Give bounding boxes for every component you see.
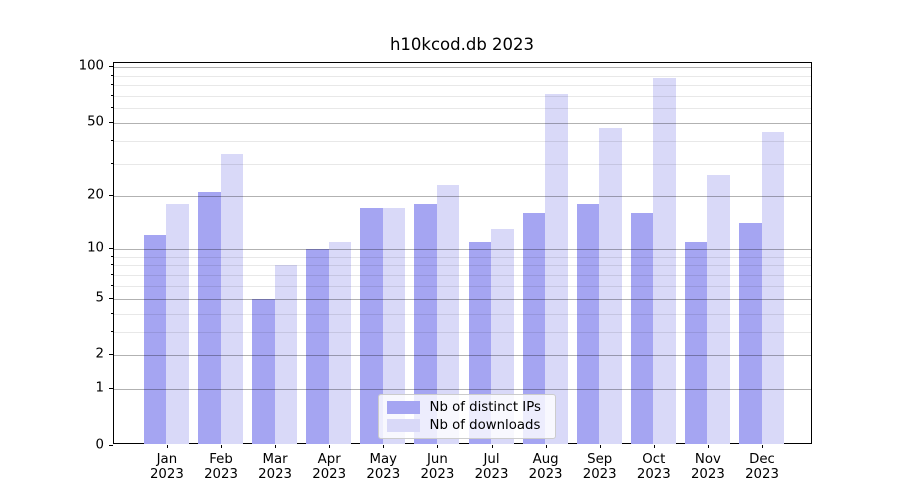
x-tick-mark <box>166 444 168 448</box>
bar-distinct-ips <box>198 192 221 445</box>
y-tick-label: 20 <box>87 187 104 203</box>
x-tick-label: Dec 2023 <box>745 451 779 483</box>
x-tick-label: Feb 2023 <box>204 451 238 483</box>
bar-distinct-ips <box>143 235 167 445</box>
bar-downloads <box>382 208 406 445</box>
y-minor-tick-mark <box>110 84 113 86</box>
bar-distinct-ips <box>306 248 329 445</box>
bar-distinct-ips <box>468 241 491 445</box>
bar-downloads <box>166 204 189 445</box>
x-tick-label: Apr 2023 <box>312 451 347 483</box>
y-tick-mark <box>109 66 113 68</box>
bar-downloads <box>599 128 622 445</box>
y-tick-mark <box>109 297 113 299</box>
bar-distinct-ips <box>360 208 383 445</box>
y-tick-label: 50 <box>87 114 104 130</box>
legend-swatch-distinct-ips <box>386 401 420 415</box>
x-tick-mark <box>329 444 331 448</box>
bar-distinct-ips <box>630 213 654 445</box>
y-tick-label: 2 <box>95 346 104 362</box>
bar-distinct-ips <box>414 204 437 445</box>
x-tick-mark <box>383 444 385 448</box>
x-tick-label: Sep 2023 <box>582 451 617 483</box>
y-tick-mark <box>109 444 113 446</box>
legend-label-distinct-ips: Nb of distinct IPs <box>429 400 541 416</box>
y-tick-label: 1 <box>95 380 104 396</box>
y-tick-label: 0 <box>95 437 104 452</box>
x-tick-label: Jun 2023 <box>420 451 455 483</box>
y-minor-tick-mark <box>110 74 113 76</box>
bar-downloads <box>274 265 298 445</box>
y-minor-tick-mark <box>110 107 113 109</box>
bar-distinct-ips <box>522 213 546 445</box>
legend: Nb of distinct IPs Nb of downloads <box>377 394 556 440</box>
y-minor-tick-mark <box>110 312 113 314</box>
y-tick-label: 10 <box>87 240 104 256</box>
bar-downloads <box>220 153 243 445</box>
y-minor-tick-mark <box>110 255 113 257</box>
bar-downloads <box>328 241 352 445</box>
x-tick-mark <box>491 444 493 448</box>
y-tick-mark <box>109 387 113 389</box>
legend-swatch-downloads <box>386 418 420 432</box>
y-minor-tick-mark <box>110 264 113 266</box>
y-tick-mark <box>109 194 113 196</box>
bar-downloads <box>491 229 514 445</box>
chart-title: h10kcod.db 2023 <box>389 35 535 54</box>
y-tick-label: 5 <box>95 290 104 306</box>
x-tick-mark <box>221 444 222 448</box>
x-tick-mark <box>599 444 601 448</box>
y-tick-label: 100 <box>78 58 104 74</box>
x-tick-label: Oct 2023 <box>636 451 671 483</box>
bar-downloads <box>761 131 784 445</box>
x-tick-mark <box>275 444 277 448</box>
x-tick-label: Jul 2023 <box>474 451 509 483</box>
x-tick-mark <box>545 444 547 448</box>
y-minor-tick-mark <box>110 94 113 96</box>
x-tick-mark <box>653 444 655 448</box>
y-tick-mark <box>109 122 113 124</box>
legend-item-distinct-ips: Nb of distinct IPs <box>386 399 547 416</box>
bar-distinct-ips <box>739 223 762 445</box>
y-tick-mark <box>109 354 113 356</box>
legend-label-downloads: Nb of downloads <box>429 417 541 433</box>
y-minor-tick-mark <box>110 284 113 286</box>
y-minor-tick-mark <box>110 139 113 141</box>
x-tick-mark <box>437 444 439 448</box>
bar-downloads <box>707 175 730 445</box>
x-tick-mark <box>762 444 763 448</box>
bar-distinct-ips <box>684 241 708 445</box>
x-tick-label: Aug 2023 <box>528 451 563 483</box>
y-tick-mark <box>109 247 113 249</box>
bar-distinct-ips <box>252 298 275 445</box>
y-minor-tick-mark <box>110 330 113 332</box>
y-minor-tick-mark <box>110 273 113 275</box>
x-tick-mark <box>707 444 709 448</box>
bars-layer <box>114 63 812 445</box>
x-tick-label: Nov 2023 <box>690 451 725 483</box>
legend-item-downloads: Nb of downloads <box>386 417 547 434</box>
x-tick-label: May 2023 <box>366 451 401 483</box>
bar-downloads <box>436 184 460 445</box>
x-tick-label: Mar 2023 <box>258 451 293 483</box>
bar-downloads <box>653 78 676 445</box>
y-minor-tick-mark <box>110 162 113 164</box>
plot-area: Nb of distinct IPs Nb of downloads <box>112 61 812 445</box>
bar-distinct-ips <box>576 204 600 445</box>
bar-downloads <box>545 93 568 445</box>
x-tick-label: Jan 2023 <box>149 451 184 483</box>
